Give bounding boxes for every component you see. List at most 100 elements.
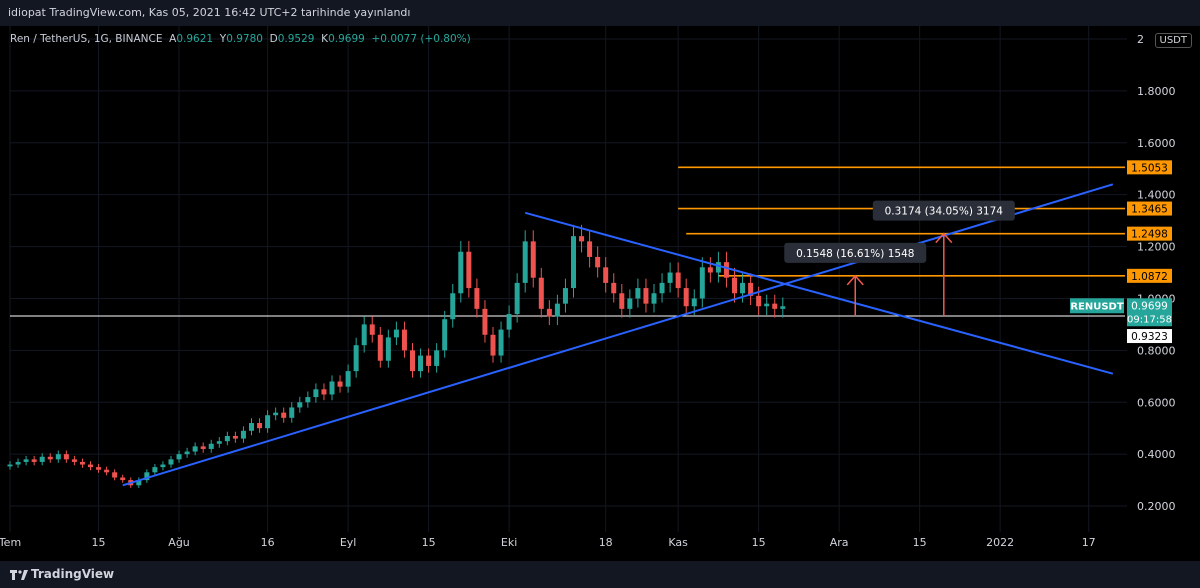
candle-body[interactable] [401, 329, 407, 351]
candle-body[interactable] [337, 381, 343, 387]
candle-body[interactable] [15, 461, 21, 465]
candle-body[interactable] [619, 293, 625, 309]
candle-body[interactable] [265, 415, 271, 429]
candle-body[interactable] [369, 324, 375, 335]
candle-body[interactable] [538, 277, 544, 309]
candle-body[interactable] [160, 464, 166, 468]
candle-body[interactable] [715, 262, 721, 273]
candle-body[interactable] [353, 345, 359, 372]
candle-body[interactable] [643, 288, 649, 304]
candle-body[interactable] [208, 443, 214, 449]
tradingview-logo-icon[interactable]: TradingView [10, 561, 114, 588]
candle-body[interactable] [530, 241, 536, 278]
candle-body[interactable] [200, 446, 206, 449]
candle-body[interactable] [651, 293, 657, 304]
candle-body[interactable] [699, 267, 705, 299]
candle-body[interactable] [732, 277, 737, 294]
candle-body[interactable] [691, 298, 697, 307]
candle-body[interactable] [772, 303, 778, 309]
candle-body[interactable] [7, 464, 13, 467]
candle-body[interactable] [579, 236, 585, 242]
candle-body[interactable] [707, 267, 713, 273]
candle-body[interactable] [329, 381, 335, 395]
candle-body[interactable] [498, 329, 504, 356]
candle-body[interactable] [112, 472, 118, 478]
candle-body[interactable] [426, 355, 432, 366]
candle-body[interactable] [756, 295, 762, 307]
candle-body[interactable] [257, 423, 263, 429]
candle-body[interactable] [104, 469, 110, 473]
candle-body[interactable] [748, 282, 754, 296]
candle-body[interactable] [39, 456, 45, 462]
symbol-name[interactable]: Ren / TetherUS, 1G, BINANCE [10, 33, 163, 45]
candle-body[interactable] [361, 324, 367, 346]
candle-body[interactable] [96, 467, 102, 470]
trendline[interactable] [122, 183, 1114, 487]
candle-body[interactable] [184, 451, 190, 455]
candle-body[interactable] [659, 282, 665, 294]
candle-body[interactable] [434, 350, 440, 366]
candle-body[interactable] [442, 319, 448, 351]
candle-body[interactable] [418, 355, 424, 372]
candle-body[interactable] [144, 472, 150, 481]
currency-button[interactable]: USDT [1154, 33, 1192, 48]
candle-body[interactable] [385, 337, 391, 361]
candle-body[interactable] [450, 293, 456, 320]
candle-body[interactable] [554, 303, 560, 317]
candle-body[interactable] [482, 308, 488, 335]
candle-body[interactable] [55, 454, 61, 460]
candle-body[interactable] [305, 397, 311, 403]
candle-body[interactable] [273, 412, 279, 416]
candle-body[interactable] [224, 435, 230, 442]
candle-body[interactable] [79, 461, 85, 465]
candle-body[interactable] [683, 288, 689, 307]
candle-body[interactable] [192, 446, 198, 452]
candle-body[interactable] [23, 459, 29, 462]
candle-body[interactable] [562, 288, 568, 304]
candle-body[interactable] [635, 288, 641, 299]
candle-body[interactable] [136, 480, 142, 486]
candle-body[interactable] [176, 454, 182, 460]
candle-body[interactable] [240, 430, 246, 439]
candle-body[interactable] [281, 412, 287, 418]
candle-body[interactable] [611, 282, 617, 294]
candle-body[interactable] [88, 464, 93, 468]
candle-body[interactable] [289, 407, 295, 418]
candle-body[interactable] [546, 308, 552, 317]
candle-body[interactable] [667, 272, 673, 283]
candle-body[interactable] [249, 423, 254, 431]
candle-body[interactable] [71, 459, 77, 462]
candle-body[interactable] [345, 371, 351, 387]
candle-body[interactable] [377, 334, 383, 361]
candle-body[interactable] [216, 441, 222, 444]
candle-body[interactable] [466, 251, 472, 289]
candle-body[interactable] [152, 467, 158, 473]
candle-body[interactable] [297, 402, 303, 408]
candle-body[interactable] [313, 389, 319, 398]
candle-body[interactable] [321, 389, 327, 395]
candle-body[interactable] [587, 241, 593, 257]
candle-body[interactable] [675, 272, 681, 289]
candle-body[interactable] [63, 454, 69, 460]
candle-body[interactable] [490, 334, 496, 356]
candle-body[interactable] [603, 267, 609, 283]
candle-body[interactable] [723, 262, 729, 278]
candle-body[interactable] [31, 459, 37, 462]
candle-body[interactable] [514, 282, 520, 315]
candle-body[interactable] [595, 256, 601, 268]
candle-body[interactable] [764, 303, 770, 307]
candle-body[interactable] [627, 298, 633, 309]
candle-body[interactable] [506, 314, 512, 330]
candle-body[interactable] [120, 477, 126, 481]
candle-body[interactable] [47, 456, 53, 460]
candle-body[interactable] [232, 435, 238, 439]
candle-body[interactable] [522, 241, 528, 283]
trendline[interactable] [524, 211, 1114, 375]
candle-body[interactable] [571, 236, 576, 289]
candle-body[interactable] [780, 306, 786, 309]
candle-body[interactable] [168, 459, 174, 465]
candle-body[interactable] [393, 329, 399, 338]
candle-body[interactable] [410, 350, 415, 372]
candle-body[interactable] [458, 251, 464, 294]
